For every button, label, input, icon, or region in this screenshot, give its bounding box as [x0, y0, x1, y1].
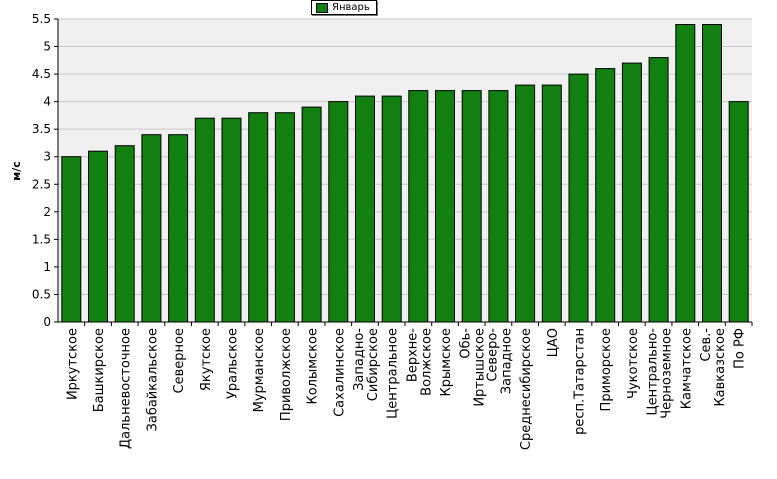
- bar: [541, 84, 562, 323]
- bar: [114, 145, 135, 323]
- bar: [61, 156, 82, 323]
- bar: [702, 24, 722, 323]
- x-tick-label: Уральское: [226, 328, 241, 399]
- x-axis-ticks: Иркутское Башкирское Дальневосточное Забайк…: [65, 322, 753, 450]
- x-tick-label: Иркутское: [65, 328, 80, 400]
- y-tick-label: 3: [43, 150, 51, 164]
- bar: [328, 101, 349, 323]
- bar: [408, 90, 429, 323]
- y-tick-label: 1: [43, 260, 51, 274]
- x-tick-label: Сахалинское: [332, 328, 347, 417]
- x-tick-label: Приволжское: [279, 328, 294, 421]
- bar: [728, 101, 749, 323]
- plot-area: [58, 19, 752, 322]
- y-tick-label: 5: [43, 40, 51, 54]
- y-tick-label: 4.5: [32, 67, 51, 81]
- x-tick-label: Забайкальское: [145, 328, 160, 431]
- bar: [675, 24, 696, 323]
- bar: [461, 90, 482, 323]
- bar: [221, 117, 242, 323]
- bar: [568, 73, 589, 323]
- y-tick-label: 3.5: [32, 122, 51, 136]
- bar: [621, 62, 642, 323]
- bar: [435, 90, 455, 323]
- x-tick-label: По РФ: [733, 328, 748, 369]
- bar: [488, 90, 509, 323]
- x-tick-label: Обь-Иртышское: [459, 328, 488, 407]
- y-tick-label: 1.5: [32, 232, 51, 246]
- x-tick-label: Мурманское: [252, 328, 267, 412]
- x-tick-label: Северное: [172, 328, 187, 393]
- y-tick-label: 2: [43, 205, 51, 219]
- x-tick-label: Башкирское: [92, 328, 107, 412]
- legend-swatch: [316, 2, 328, 13]
- y-tick-label: 4: [43, 95, 51, 109]
- x-tick-label: Западно-Сибирское: [352, 328, 381, 402]
- x-tick-label: Сев.-Кавказское: [699, 328, 728, 407]
- x-tick-label: респ.Татарстан: [573, 328, 588, 435]
- bar: [648, 57, 669, 323]
- bar: [381, 95, 402, 323]
- x-tick-label: Якутское: [199, 328, 214, 391]
- bar: [248, 112, 269, 323]
- x-tick-label: Верхне-Волжское: [405, 328, 434, 396]
- bar: [515, 84, 536, 323]
- x-tick-label: Приморское: [599, 328, 614, 411]
- x-tick-label: Дальневосточное: [119, 328, 134, 449]
- x-tick-label: ЦАО: [546, 328, 561, 357]
- bar: [168, 134, 189, 323]
- x-tick-label: Чукотское: [626, 328, 641, 399]
- x-tick-label: Северо-Западное: [485, 328, 514, 395]
- bar: [595, 68, 616, 323]
- bar: [141, 134, 162, 323]
- bars: [61, 24, 749, 323]
- x-tick-label: Среднесибирское: [519, 328, 534, 450]
- x-tick-label: Колымское: [306, 328, 321, 405]
- legend-label: Январь: [332, 1, 370, 13]
- bar: [194, 117, 215, 323]
- bar: [301, 106, 322, 323]
- x-tick-label: Крымское: [439, 328, 454, 397]
- bar: [355, 95, 375, 323]
- y-tick-label: 0.5: [32, 287, 51, 301]
- bar: [88, 150, 108, 323]
- legend: Январь: [311, 0, 377, 15]
- bar: [274, 112, 295, 323]
- x-tick-label: Камчатское: [679, 328, 694, 409]
- y-tick-label: 5.5: [32, 12, 51, 26]
- y-tick-label: 2.5: [32, 177, 51, 191]
- x-tick-label: Центральное: [386, 328, 401, 419]
- y-axis-label: м/с: [10, 161, 23, 181]
- y-tick-label: 0: [43, 315, 51, 329]
- y-axis-ticks: 0 0.5 1 1.5 2 2.5 3 3.5 4 4.5 5 5.5: [32, 12, 58, 329]
- x-tick-label: Центрально-Черноземное: [646, 328, 675, 419]
